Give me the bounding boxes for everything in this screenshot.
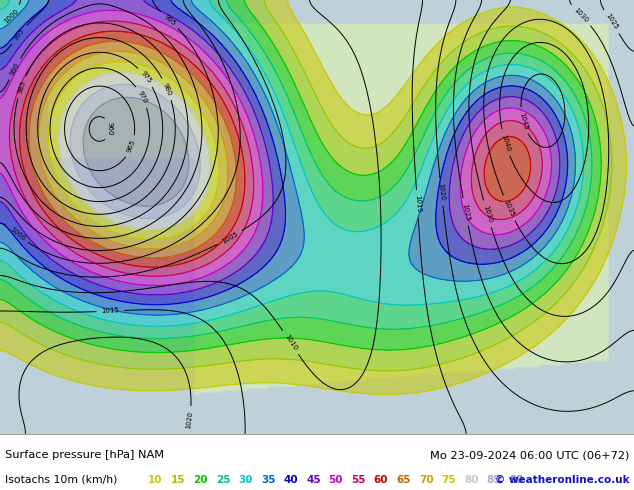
Text: 60: 60 <box>373 475 388 485</box>
Text: 1030: 1030 <box>573 6 590 24</box>
Text: 995: 995 <box>13 27 25 42</box>
Text: 1030: 1030 <box>482 204 493 223</box>
Text: 980: 980 <box>162 82 172 97</box>
Text: 55: 55 <box>351 475 366 485</box>
Text: 10: 10 <box>148 475 162 485</box>
Text: 1015: 1015 <box>101 308 119 315</box>
Text: 20: 20 <box>193 475 208 485</box>
Text: 85: 85 <box>486 475 501 485</box>
Text: 1025: 1025 <box>604 13 619 31</box>
Text: Mo 23-09-2024 06:00 UTC (06+72): Mo 23-09-2024 06:00 UTC (06+72) <box>430 450 629 460</box>
Text: 965: 965 <box>126 139 136 154</box>
Text: 1015: 1015 <box>414 195 421 213</box>
Text: 35: 35 <box>261 475 275 485</box>
Text: © weatheronline.co.uk: © weatheronline.co.uk <box>495 475 630 485</box>
Text: 1035: 1035 <box>503 198 515 218</box>
Text: 990: 990 <box>9 62 21 76</box>
Text: 960: 960 <box>107 122 113 136</box>
Text: 1000: 1000 <box>8 226 26 242</box>
Text: 80: 80 <box>464 475 479 485</box>
Text: 90: 90 <box>509 475 524 485</box>
Text: 25: 25 <box>216 475 230 485</box>
Text: 975: 975 <box>139 70 152 84</box>
Text: 40: 40 <box>283 475 298 485</box>
Text: 75: 75 <box>441 475 456 485</box>
Text: 65: 65 <box>396 475 411 485</box>
Text: 1020: 1020 <box>437 183 446 201</box>
Text: 1040: 1040 <box>500 133 510 152</box>
Text: 970: 970 <box>136 90 148 104</box>
Text: 30: 30 <box>238 475 253 485</box>
Text: 1025: 1025 <box>461 202 470 221</box>
Text: 985: 985 <box>16 80 27 95</box>
Text: 1005: 1005 <box>221 231 239 245</box>
Text: 70: 70 <box>419 475 434 485</box>
Text: 1000: 1000 <box>3 7 20 24</box>
Text: 50: 50 <box>328 475 343 485</box>
Text: Surface pressure [hPa] NAM: Surface pressure [hPa] NAM <box>5 450 164 460</box>
Text: Isotachs 10m (km/h): Isotachs 10m (km/h) <box>5 475 117 485</box>
Text: 1020: 1020 <box>185 411 193 429</box>
Text: 1010: 1010 <box>283 333 298 352</box>
Text: 995: 995 <box>163 13 177 26</box>
Text: 1045: 1045 <box>518 111 528 130</box>
Text: 45: 45 <box>306 475 321 485</box>
Text: 15: 15 <box>171 475 185 485</box>
